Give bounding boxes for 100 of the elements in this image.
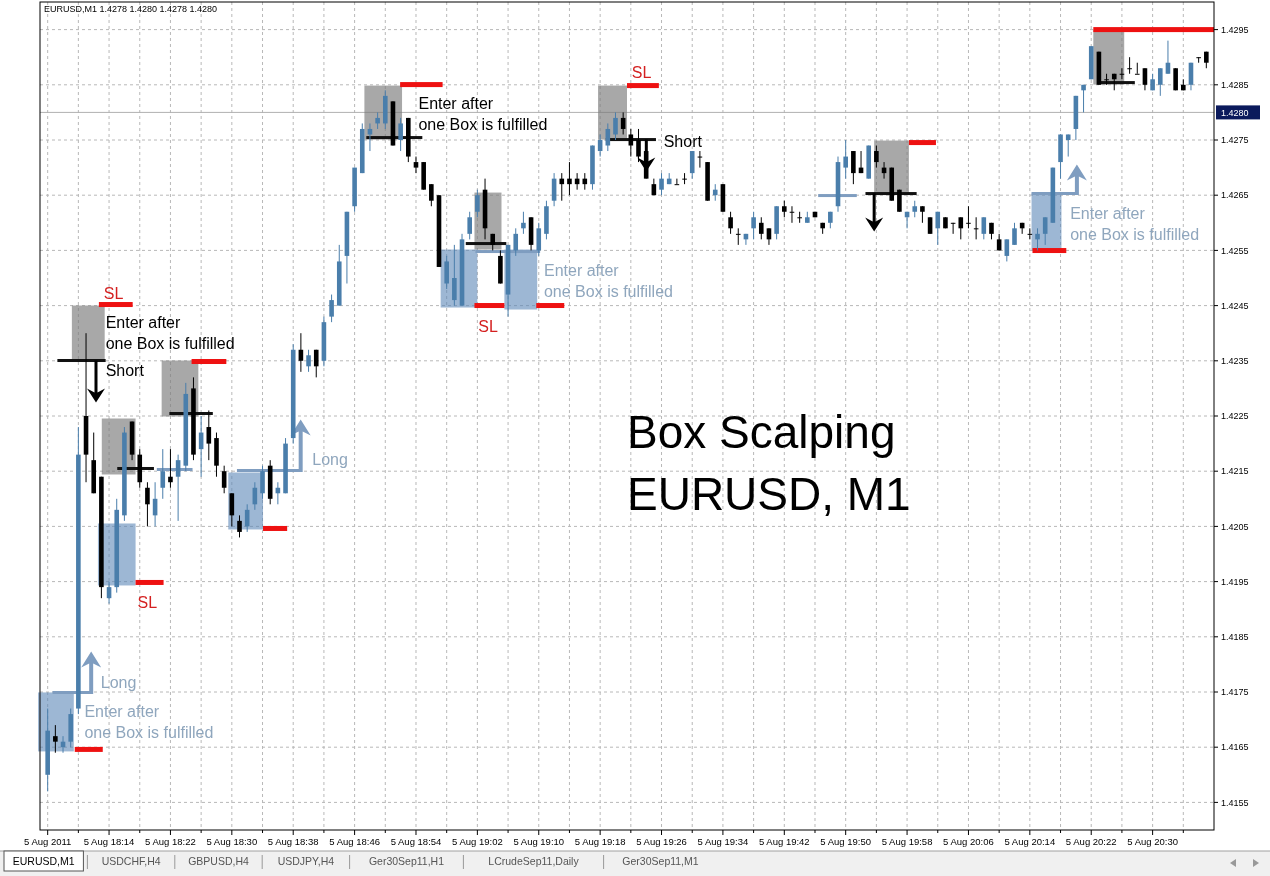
candlestick bbox=[613, 111, 618, 141]
y-tick-label: 1.4275 bbox=[1221, 135, 1249, 146]
text: EURUSD,M1 bbox=[12, 855, 75, 867]
text: Box Scalping EURUSD, M1 bbox=[627, 406, 911, 521]
candlestick bbox=[843, 139, 848, 180]
annotation: Enter after one Box is fulfilled bbox=[1070, 204, 1200, 243]
candlestick bbox=[444, 255, 449, 290]
candlestick bbox=[1104, 73, 1109, 86]
candlestick bbox=[168, 448, 173, 489]
y-tick-label: 1.4285 bbox=[1221, 79, 1249, 90]
text: USDCHF,H4 bbox=[101, 855, 161, 867]
x-tick-label: 5 Aug 20:22 bbox=[1065, 836, 1117, 847]
candlestick bbox=[567, 161, 572, 196]
candlestick bbox=[413, 156, 419, 174]
y-tick-label: 1.4155 bbox=[1221, 797, 1249, 808]
x-tick-label: 5 Aug 19:26 bbox=[636, 836, 687, 847]
candlestick bbox=[452, 244, 457, 307]
text: LCrudeSep11,Daily bbox=[488, 855, 580, 867]
x-tick-label: 5 Aug 2011 bbox=[23, 836, 72, 847]
x-tick-label: 5 Aug 19:58 bbox=[881, 836, 933, 847]
x-tick-label: 5 Aug 18:54 bbox=[390, 836, 442, 847]
candlestick bbox=[874, 145, 879, 169]
annotation: Short bbox=[663, 132, 703, 150]
y-tick-label: 1.4245 bbox=[1221, 300, 1249, 311]
candlestick bbox=[306, 349, 311, 373]
candlestick bbox=[398, 117, 403, 152]
ref-line-label: 1.4280 bbox=[1221, 107, 1249, 118]
text: GBPUSD,H4 bbox=[188, 855, 249, 867]
candlestick bbox=[160, 448, 166, 500]
candlestick bbox=[53, 724, 58, 754]
annotation: SL bbox=[478, 317, 498, 335]
text: Ger30Sep11,H1 bbox=[368, 855, 445, 867]
candlestick bbox=[536, 222, 542, 257]
candlestick bbox=[237, 514, 242, 538]
candlestick bbox=[1157, 67, 1163, 97]
y-tick-label: 1.4185 bbox=[1221, 631, 1249, 642]
x-tick-label: 5 Aug 19:02 bbox=[452, 836, 503, 847]
candlestick bbox=[145, 481, 150, 527]
y-tick-label: 1.4265 bbox=[1221, 190, 1249, 201]
x-tick-label: 5 Aug 19:10 bbox=[513, 836, 565, 847]
x-tick-label: 5 Aug 18:22 bbox=[145, 836, 196, 847]
text: Ger30Sep11,M1 bbox=[622, 855, 699, 867]
x-tick-label: 5 Aug 19:18 bbox=[574, 836, 626, 847]
candlestick bbox=[521, 211, 526, 235]
candlestick bbox=[935, 211, 941, 246]
annotation: Enter after one Box is fulfilled bbox=[105, 313, 235, 352]
annotation: SL bbox=[103, 284, 124, 302]
candlestick bbox=[628, 128, 634, 158]
candlestick bbox=[559, 172, 565, 202]
x-tick-label: 5 Aug 19:34 bbox=[697, 836, 749, 847]
candlestick bbox=[958, 216, 964, 240]
candlestick bbox=[1134, 62, 1140, 75]
x-tick-label: 5 Aug 18:14 bbox=[83, 836, 135, 847]
candlestick bbox=[689, 150, 695, 180]
text: USDJPY,H4 bbox=[277, 855, 335, 867]
candlestick bbox=[758, 216, 764, 240]
annotation: Enter after one Box is fulfilled bbox=[84, 703, 214, 742]
annotation: Long bbox=[312, 451, 348, 469]
candlestick bbox=[735, 227, 741, 246]
annotation: Long bbox=[100, 674, 137, 692]
x-tick-label: 5 Aug 18:30 bbox=[206, 836, 258, 847]
y-tick-label: 1.4255 bbox=[1221, 245, 1249, 256]
candlestick bbox=[851, 150, 856, 185]
x-tick-label: 5 Aug 20:30 bbox=[1127, 836, 1178, 847]
x-tick-label: 5 Aug 18:38 bbox=[267, 836, 319, 847]
candlestick bbox=[429, 183, 434, 207]
candlestick bbox=[313, 349, 319, 378]
y-tick-label: 1.4295 bbox=[1221, 24, 1249, 35]
y-tick-label: 1.4175 bbox=[1221, 687, 1249, 698]
x-tick-label: 5 Aug 18:46 bbox=[329, 836, 380, 847]
y-tick-label: 1.4235 bbox=[1221, 355, 1249, 366]
candlestick bbox=[636, 128, 641, 163]
y-tick-label: 1.4165 bbox=[1221, 742, 1249, 753]
candlestick bbox=[682, 172, 687, 185]
candlestick bbox=[475, 189, 480, 218]
annotation: SL bbox=[137, 594, 158, 612]
chart-title: EURUSD,M1 1.4278 1.4280 1.4278 1.4280 bbox=[44, 4, 218, 14]
candlestick bbox=[1081, 84, 1086, 113]
y-tick-label: 1.4195 bbox=[1221, 576, 1249, 587]
candlestick bbox=[260, 465, 265, 500]
candlestick bbox=[1127, 56, 1132, 75]
candlestick bbox=[751, 211, 756, 240]
candlestick bbox=[1035, 227, 1040, 251]
candlestick bbox=[966, 205, 971, 229]
y-tick-label: 1.4205 bbox=[1221, 521, 1249, 532]
annotation: Enter after one Box is fulfilled bbox=[418, 94, 548, 133]
candlestick bbox=[797, 211, 802, 224]
x-tick-label: 5 Aug 19:50 bbox=[820, 836, 872, 847]
annotation: SL bbox=[631, 63, 652, 81]
x-tick-label: 5 Aug 20:14 bbox=[1004, 836, 1056, 847]
annotation: Short bbox=[105, 361, 145, 379]
candlestick bbox=[329, 294, 334, 323]
candlestick bbox=[1012, 222, 1017, 246]
y-tick-label: 1.4225 bbox=[1221, 411, 1249, 422]
candlestick bbox=[728, 211, 733, 235]
candlestick bbox=[659, 172, 664, 196]
candlestick bbox=[513, 227, 519, 257]
candlestick bbox=[467, 211, 472, 240]
annotation: Enter after one Box is fulfilled bbox=[543, 261, 673, 300]
y-tick-label: 1.4215 bbox=[1221, 466, 1249, 477]
